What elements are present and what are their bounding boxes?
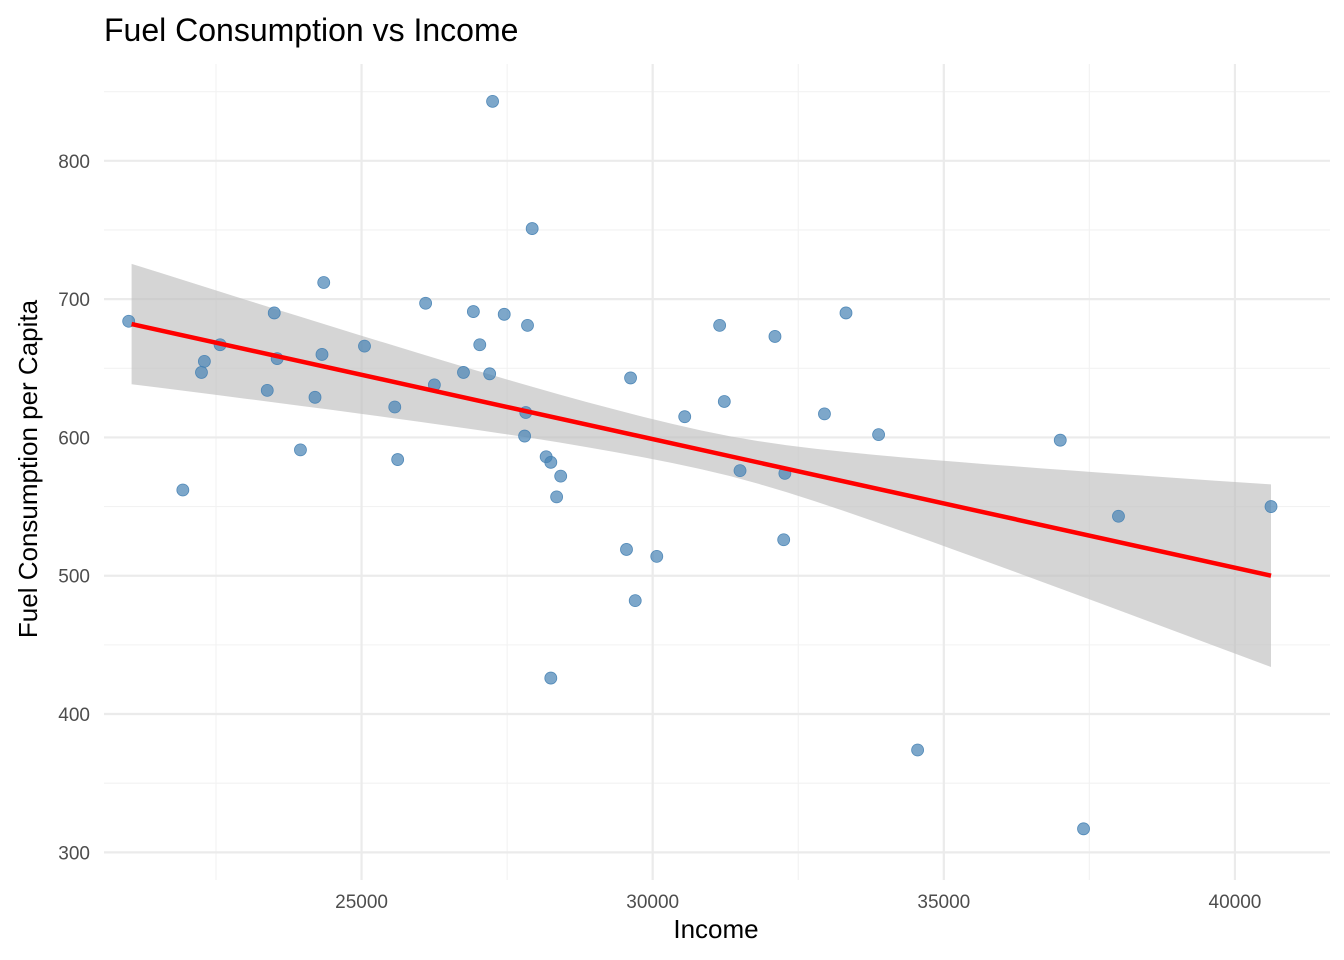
data-point (550, 490, 564, 504)
data-point (872, 428, 885, 442)
data-point (391, 453, 405, 466)
x-tick-label: 25000 (335, 892, 388, 913)
confidence-band-layer (131, 263, 1272, 667)
confidence-band (131, 263, 1272, 667)
data-point (260, 383, 274, 397)
data-point (176, 483, 190, 497)
data-point (195, 366, 208, 379)
data-point (486, 94, 499, 108)
x-tick-label: 35000 (917, 892, 970, 913)
data-point (911, 743, 925, 757)
y-tick-label: 600 (58, 428, 90, 449)
y-tick-labels: 300 400 500 600 700 800 (58, 152, 90, 865)
data-point (358, 339, 371, 353)
data-point (544, 671, 558, 685)
x-tick-labels: 25000 30000 35000 40000 (335, 892, 1261, 913)
data-point (777, 533, 791, 547)
data-point (1077, 822, 1090, 836)
data-point (678, 410, 692, 424)
data-point (650, 549, 664, 563)
x-tick-label: 40000 (1209, 892, 1262, 913)
data-point (839, 306, 853, 320)
fit-line-layer (131, 321, 1272, 578)
data-point (197, 354, 211, 368)
data-point (544, 455, 558, 469)
data-point (713, 318, 727, 332)
data-point (267, 306, 281, 320)
data-point (620, 543, 633, 556)
y-tick-label: 400 (58, 705, 90, 726)
data-point (518, 429, 532, 443)
points-layer (122, 94, 1278, 836)
y-tick-label: 300 (58, 843, 90, 864)
x-axis-title: Income (673, 914, 758, 944)
regression-line (131, 321, 1272, 578)
data-point (294, 443, 307, 457)
data-point (466, 305, 480, 318)
data-point (628, 594, 642, 608)
data-point (457, 366, 470, 379)
data-point (497, 307, 511, 321)
y-tick-label: 500 (58, 567, 90, 588)
data-point (1112, 509, 1125, 523)
y-tick-label: 800 (58, 152, 90, 173)
x-tick-label: 30000 (626, 892, 679, 913)
data-point (419, 296, 433, 310)
data-point (388, 400, 402, 414)
data-point (1053, 433, 1067, 447)
data-point (1264, 500, 1278, 513)
data-point (308, 390, 322, 404)
data-point (554, 469, 568, 483)
data-point (473, 338, 487, 352)
data-point (525, 222, 539, 235)
y-axis-title: Fuel Consumption per Capita (13, 299, 43, 638)
data-point (768, 330, 782, 343)
data-point (733, 464, 747, 478)
data-point (317, 276, 331, 289)
data-point (717, 395, 731, 408)
data-point (521, 318, 534, 332)
data-point (483, 367, 497, 381)
minor-gridlines (104, 64, 1330, 880)
y-tick-label: 700 (58, 290, 90, 311)
data-point (624, 371, 637, 385)
chart-title: Fuel Consumption vs Income (104, 12, 518, 48)
data-point (315, 348, 329, 361)
data-point (818, 407, 831, 421)
